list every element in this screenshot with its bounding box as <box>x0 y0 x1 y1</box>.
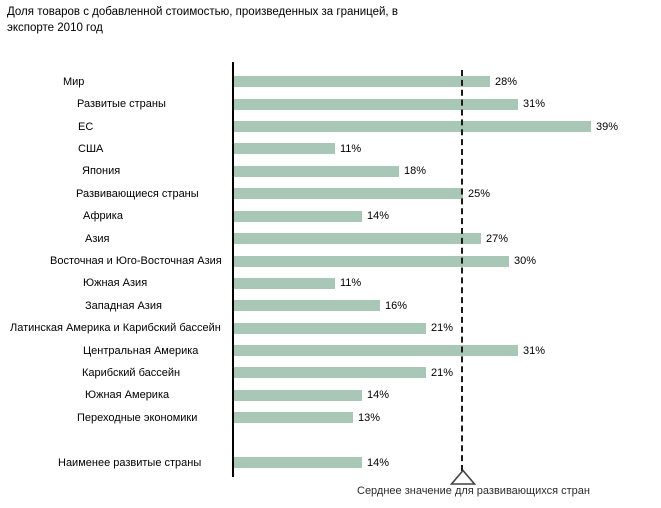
category-label: Переходные экономики <box>77 412 198 424</box>
bar <box>234 412 353 423</box>
value-label: 28% <box>495 76 518 88</box>
bar <box>234 211 362 222</box>
category-label: Развивающиеся страны <box>76 188 199 200</box>
bar <box>234 188 463 199</box>
category-label: Южная Азия <box>83 277 148 289</box>
reference-marker-triangle-icon <box>450 469 476 485</box>
value-label: 13% <box>358 412 381 424</box>
value-label: 21% <box>431 367 454 379</box>
value-label: 14% <box>367 457 390 469</box>
category-label: Южная Америка <box>85 389 170 401</box>
category-label: Восточная и Юго-Восточная Азия <box>50 255 222 267</box>
category-label: Азия <box>85 233 110 245</box>
bar <box>234 300 380 311</box>
category-label: Африка <box>83 210 123 222</box>
bar <box>234 457 362 468</box>
category-label: Карибский бассейн <box>82 367 181 379</box>
category-label: Западная Азия <box>85 300 162 312</box>
value-label: 11% <box>340 143 362 155</box>
bar <box>234 278 335 289</box>
category-label: Мир <box>63 76 85 88</box>
bar <box>234 76 490 87</box>
value-label: 18% <box>404 165 427 177</box>
value-label: 31% <box>523 345 546 357</box>
bar <box>234 345 518 356</box>
category-label: Наименее развитые страны <box>58 457 202 469</box>
bar <box>234 99 518 110</box>
chart-title: Доля товаров с добавленной стоимостью, п… <box>7 6 398 34</box>
bar <box>234 323 426 334</box>
category-axis-line <box>232 62 234 477</box>
value-label: 16% <box>385 300 408 312</box>
value-label: 11% <box>340 277 362 289</box>
value-label: 27% <box>486 233 509 245</box>
bar <box>234 143 335 154</box>
bar <box>234 367 426 378</box>
bar <box>234 121 591 132</box>
value-label: 25% <box>468 188 491 200</box>
value-label: 14% <box>367 389 390 401</box>
value-label: 31% <box>523 98 546 110</box>
category-label: Латинская Америка и Карибский бассейн <box>10 322 221 334</box>
category-label: Центральная Америка <box>83 345 199 357</box>
bar <box>234 166 399 177</box>
reference-dashed-line <box>461 70 463 471</box>
bar <box>234 256 509 267</box>
value-label: 30% <box>514 255 537 267</box>
category-label: Развитые страны <box>77 98 166 110</box>
category-label: Япония <box>82 165 121 177</box>
bar <box>234 390 362 401</box>
reference-line-label: Серднее значение для развивающихся стран <box>357 485 590 497</box>
bar <box>234 233 481 244</box>
value-label: 14% <box>367 210 390 222</box>
category-label: США <box>78 143 104 155</box>
value-label: 21% <box>431 322 454 334</box>
category-label: ЕС <box>78 121 94 133</box>
value-label: 39% <box>596 121 619 133</box>
